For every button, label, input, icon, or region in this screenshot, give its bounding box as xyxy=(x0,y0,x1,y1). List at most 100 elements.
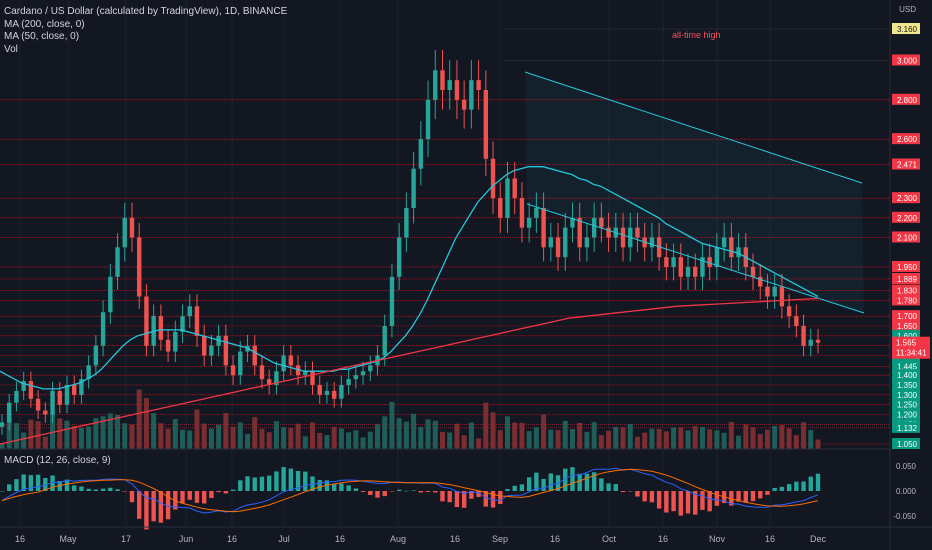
candle xyxy=(187,306,192,317)
candle xyxy=(599,217,604,228)
candle xyxy=(50,390,55,415)
time-label: Jun xyxy=(179,534,194,544)
candle xyxy=(620,227,626,248)
all-time-high-annotation: all-time high xyxy=(672,30,721,40)
volume-bar xyxy=(454,423,460,449)
volume-bar xyxy=(620,427,626,449)
candle xyxy=(331,390,337,399)
candle xyxy=(649,237,655,248)
candle xyxy=(440,70,445,90)
candle xyxy=(591,217,597,238)
price-label-bg xyxy=(892,329,920,341)
price-label: 2.600 xyxy=(897,135,918,144)
macd-bar xyxy=(671,491,676,512)
volume-bar xyxy=(375,424,381,449)
price-label-bg xyxy=(892,54,920,66)
candle xyxy=(353,375,359,380)
volume-bar xyxy=(613,426,619,449)
volume-bar xyxy=(721,432,727,449)
volume-bar xyxy=(57,418,63,449)
volume-bar xyxy=(714,430,720,449)
volume-bar xyxy=(577,422,583,449)
candle xyxy=(425,99,431,140)
channel-upper-line xyxy=(524,71,863,184)
volume-bar xyxy=(476,438,482,449)
candle xyxy=(43,410,48,415)
chart-legend: Cardano / US Dollar (calculated by Tradi… xyxy=(4,6,287,56)
macd-legend: MACD (12, 26, close, 9) xyxy=(4,455,111,466)
macd-bar xyxy=(563,468,568,491)
macd-bar xyxy=(201,491,207,504)
candle xyxy=(180,316,185,332)
price-label-bg xyxy=(892,294,920,306)
candle xyxy=(678,257,683,277)
macd-bar xyxy=(447,491,452,503)
price-label-bg xyxy=(892,23,920,34)
macd-bar xyxy=(86,488,91,491)
candle xyxy=(194,306,200,336)
price-label: 2.100 xyxy=(897,233,918,242)
price-label-bg xyxy=(892,398,920,410)
macd-bar xyxy=(43,477,48,491)
candle xyxy=(433,70,438,100)
volume-bar xyxy=(750,427,756,449)
macd-bar xyxy=(396,489,402,491)
macd-bar xyxy=(620,491,626,493)
macd-bar xyxy=(274,471,279,491)
volume-bar xyxy=(389,401,395,449)
volume-bar xyxy=(541,414,547,449)
time-label: 16 xyxy=(658,534,668,544)
candle xyxy=(137,237,142,297)
macd-bar xyxy=(707,491,712,512)
macd-bar xyxy=(483,491,489,507)
candle xyxy=(664,257,669,267)
volume-bar xyxy=(468,422,474,449)
price-label-bg xyxy=(892,360,920,372)
candle xyxy=(411,168,416,208)
candle xyxy=(346,379,351,385)
volume-bar xyxy=(728,422,734,449)
price-label: 1.780 xyxy=(897,296,918,305)
candle xyxy=(656,237,662,258)
candle xyxy=(505,178,510,218)
macd-bar xyxy=(772,487,777,491)
macd-bar xyxy=(339,483,344,491)
macd-bar xyxy=(180,491,185,504)
time-label: 16 xyxy=(550,534,560,544)
candle xyxy=(266,379,272,385)
candle xyxy=(0,422,5,427)
macd-bar xyxy=(440,491,445,502)
candle xyxy=(339,384,344,399)
current-price-label: 1.565 xyxy=(896,339,917,348)
candle xyxy=(158,316,164,340)
volume-bar xyxy=(187,430,193,449)
volume-bar xyxy=(288,428,294,449)
macd-bar xyxy=(714,491,720,506)
macd-bar xyxy=(418,491,424,493)
volume-bar xyxy=(100,416,106,449)
macd-bar xyxy=(548,473,554,491)
volume-bar xyxy=(562,420,568,449)
volume-bar xyxy=(678,427,684,449)
time-label: Dec xyxy=(810,534,827,544)
macd-bar xyxy=(534,472,539,491)
volume-bar xyxy=(403,421,409,449)
volume-bar xyxy=(317,433,323,449)
price-label: 2.471 xyxy=(897,161,918,170)
price-label: 1.250 xyxy=(897,401,918,410)
macd-bar xyxy=(382,491,387,497)
macd-bar xyxy=(14,479,19,491)
macd-bar xyxy=(108,487,113,491)
volume-bar xyxy=(180,429,186,449)
macd-bar xyxy=(368,491,373,496)
price-label-bg xyxy=(892,408,920,420)
candle xyxy=(700,257,705,277)
candle xyxy=(64,384,70,405)
price-label-bg xyxy=(892,260,920,272)
volume-bar xyxy=(743,424,749,449)
macd-bar xyxy=(469,491,474,499)
macd-bar xyxy=(144,491,149,530)
candle xyxy=(685,266,691,277)
macd-bar xyxy=(664,491,669,513)
